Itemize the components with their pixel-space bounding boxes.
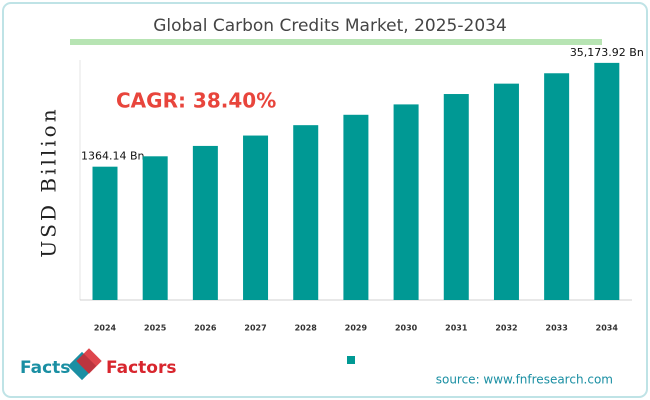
value-label: 35,173.92 Bn — [570, 46, 644, 59]
x-tick-label: 2031 — [445, 324, 468, 333]
logo-right: Factors — [106, 358, 176, 378]
x-tick-label: 2033 — [546, 324, 568, 333]
value-label: 1364.14 Bn — [81, 150, 145, 163]
bar — [192, 145, 218, 300]
legend-swatch — [347, 356, 355, 364]
x-tick-label: 2034 — [596, 324, 619, 333]
x-tick-label: 2030 — [395, 324, 418, 333]
x-tick-label: 2026 — [194, 324, 217, 333]
bar — [493, 83, 519, 300]
x-tick-label: 2028 — [295, 324, 318, 333]
logo: Facts Factors — [20, 348, 176, 381]
cagr-annotation: CAGR: 38.40% — [116, 89, 276, 113]
bar — [142, 156, 168, 300]
bar — [393, 104, 419, 300]
source: source: www.fnfresearch.com — [436, 373, 613, 387]
bar — [343, 114, 369, 300]
bar — [544, 73, 570, 300]
x-tick-label: 2027 — [244, 324, 266, 333]
bar — [293, 125, 319, 301]
x-tick-label: 2024 — [94, 324, 117, 333]
chart-title: Global Carbon Credits Market, 2025-2034 — [153, 16, 507, 36]
bar — [594, 62, 620, 301]
bar — [92, 166, 118, 300]
bar — [243, 135, 269, 300]
title-underline — [70, 39, 602, 45]
bar — [443, 94, 469, 300]
x-tick-label: 2029 — [345, 324, 368, 333]
x-tick-label: 2025 — [144, 324, 167, 333]
x-tick-label: 2032 — [495, 324, 517, 333]
logo-left: Facts — [20, 358, 70, 378]
y-axis-label: USD Billion — [37, 106, 61, 257]
logo-icon — [76, 348, 102, 374]
